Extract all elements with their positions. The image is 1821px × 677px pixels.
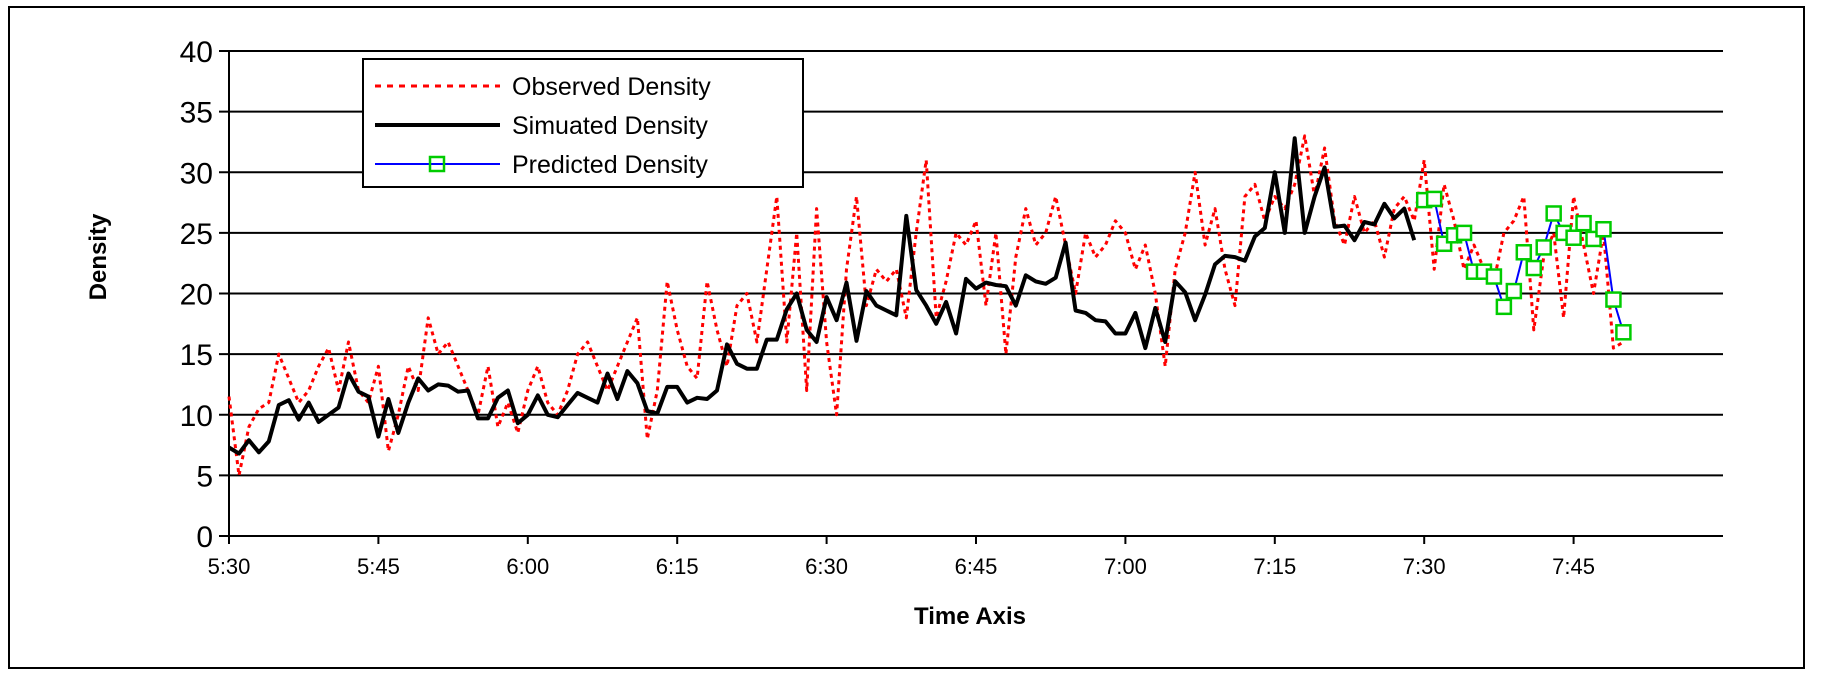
- legend: Observed Density Simuated Density Predic…: [362, 58, 804, 188]
- y-tick-label: 0: [196, 521, 213, 554]
- legend-predicted-marker: [428, 155, 446, 173]
- y-tick-label: 40: [180, 36, 213, 69]
- x-tick-labels: 5:30 5:45 6:00 6:15 6:30 6:45 7:00 7:15 7:30 7:45: [208, 554, 1595, 579]
- y-axis-title: Density: [85, 213, 112, 300]
- simulated-density-line: [227, 136, 1417, 456]
- y-tick-label: 10: [180, 400, 213, 433]
- x-tick-label: 6:30: [805, 554, 848, 579]
- x-tick-label: 5:30: [208, 554, 251, 579]
- plot-area: [227, 134, 1632, 477]
- predicted-density-point: [1575, 214, 1592, 232]
- x-tick-label: 7:15: [1253, 554, 1296, 579]
- y-tick-label: 20: [180, 279, 213, 312]
- predicted-density-point: [1505, 282, 1523, 300]
- observed-density-line: [227, 134, 1625, 477]
- predicted-density-point: [1455, 224, 1473, 242]
- x-tick-label: 6:45: [955, 554, 998, 579]
- chart-frame: [8, 6, 1805, 669]
- x-tick-label: 7:30: [1403, 554, 1446, 579]
- y-tick-label: 35: [180, 97, 213, 130]
- y-tick-label: 30: [180, 157, 213, 190]
- y-tick-labels: 0 5 10 15 20 25 30 35 40: [180, 36, 213, 554]
- y-tick-label: 25: [180, 218, 213, 251]
- y-tick-label: 15: [180, 339, 213, 372]
- predicted-density-point: [1425, 190, 1443, 208]
- x-axis-title: Time Axis: [914, 603, 1026, 630]
- legend-simulated-label: Simuated Density: [512, 112, 708, 140]
- x-tick-label: 7:00: [1104, 554, 1147, 579]
- predicted-density-point: [1485, 268, 1503, 285]
- predicted-density-point: [1595, 220, 1612, 238]
- x-tick-label: 7:45: [1552, 554, 1595, 579]
- y-tick-label: 5: [196, 460, 213, 493]
- legend-observed-label: Observed Density: [512, 73, 711, 101]
- predicted-density-point: [1535, 239, 1552, 256]
- x-tick-label: 5:45: [357, 554, 400, 579]
- predicted-density-point: [1525, 259, 1543, 277]
- x-tick-label: 6:00: [506, 554, 549, 579]
- predicted-density-point: [1515, 244, 1533, 261]
- axes: [219, 50, 1723, 544]
- x-tick-label: 6:15: [656, 554, 699, 579]
- predicted-density-point: [1565, 229, 1582, 246]
- predicted-density-point: [1545, 205, 1562, 222]
- predicted-density-point: [1615, 324, 1632, 341]
- predicted-density-point: [1605, 291, 1622, 308]
- predicted-density-point: [1495, 298, 1513, 316]
- legend-predicted-label: Predicted Density: [512, 151, 708, 179]
